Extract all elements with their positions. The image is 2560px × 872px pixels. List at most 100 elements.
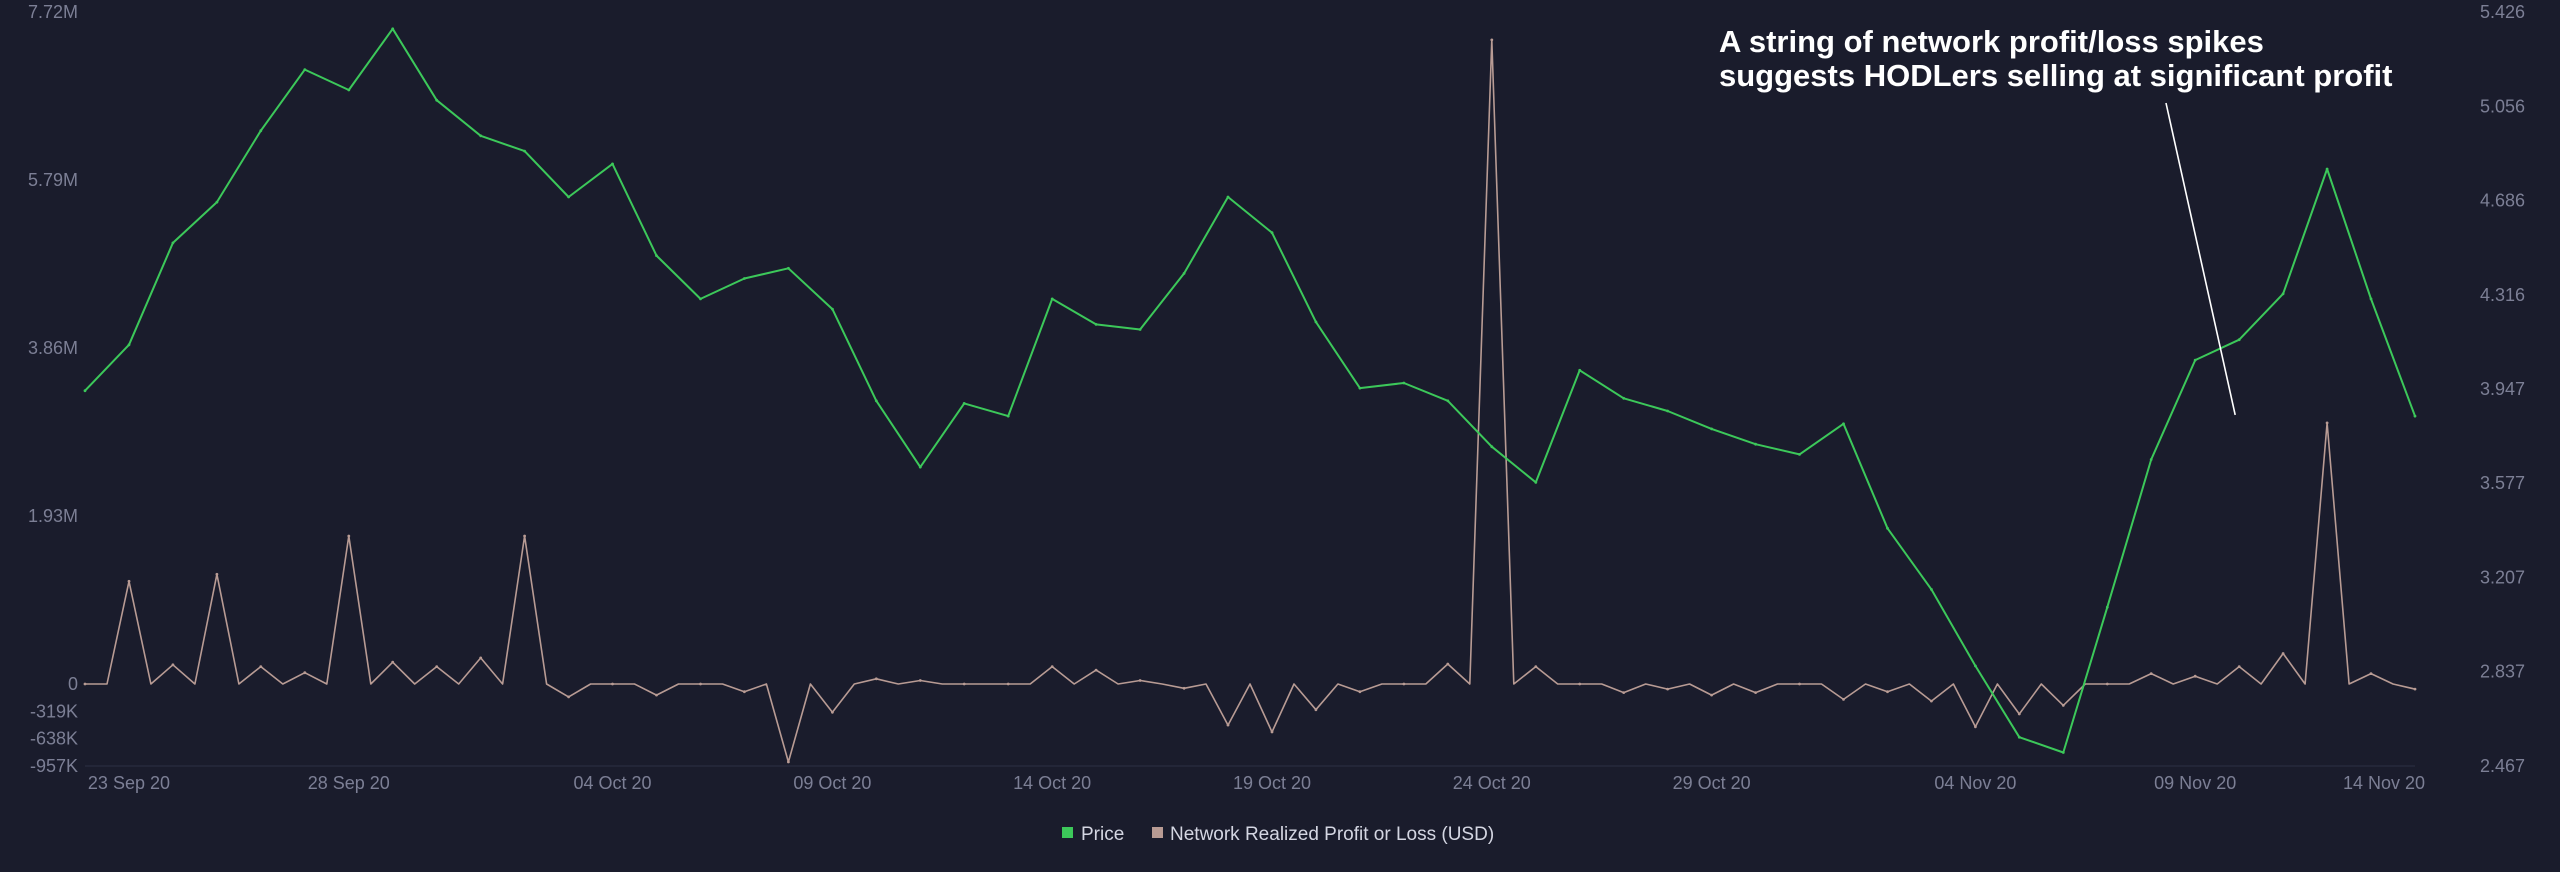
data-point-network-realized-profit-or-loss-usd xyxy=(127,579,131,583)
data-point-network-realized-profit-or-loss-usd xyxy=(1490,38,1494,42)
x-tick-label: 28 Sep 20 xyxy=(308,773,390,793)
data-point-network-realized-profit-or-loss-usd xyxy=(1182,686,1186,690)
y-right-tick-label: 5.426 xyxy=(2480,2,2525,22)
data-point-price xyxy=(215,200,219,204)
data-point-price xyxy=(1842,422,1845,426)
series-layer xyxy=(83,27,2417,764)
data-point-price xyxy=(874,399,878,403)
data-point-network-realized-profit-or-loss-usd xyxy=(171,663,175,667)
data-point-network-realized-profit-or-loss-usd xyxy=(479,656,483,660)
data-point-price xyxy=(2193,358,2197,362)
right-axis: 5.426 5.056 4.686 4.316 3.947 3.577 3.207 2.837… xyxy=(2480,2,2525,776)
data-point-network-realized-profit-or-loss-usd xyxy=(2369,672,2373,675)
y-left-tick-label: 0 xyxy=(68,674,78,694)
data-point-network-realized-profit-or-loss-usd xyxy=(1094,668,1098,672)
annotation-pointer-line xyxy=(2165,102,2236,416)
data-point-price xyxy=(831,307,834,311)
y-right-tick-label: 4.686 xyxy=(2480,191,2525,211)
data-point-price xyxy=(1402,381,1406,385)
y-left-tick-label: -319K xyxy=(30,701,78,721)
data-point-network-realized-profit-or-loss-usd xyxy=(1446,662,1450,666)
y-right-tick-label: 3.947 xyxy=(2480,379,2525,399)
legend-item-price[interactable]: Price xyxy=(1062,824,1124,845)
x-tick-label: 23 Sep 20 xyxy=(88,773,170,793)
data-point-network-realized-profit-or-loss-usd xyxy=(83,682,87,686)
data-point-network-realized-profit-or-loss-usd xyxy=(1754,691,1757,694)
data-point-network-realized-profit-or-loss-usd xyxy=(1006,682,1010,686)
y-right-tick-label: 3.207 xyxy=(2480,567,2525,587)
data-point-price xyxy=(171,241,175,245)
y-left-tick-label: -957K xyxy=(30,756,78,776)
x-tick-label: 09 Nov 20 xyxy=(2154,773,2236,793)
data-point-price xyxy=(1050,297,1054,301)
data-point-price xyxy=(127,343,131,347)
legend: Price Network Realized Profit or Loss (U… xyxy=(1062,824,1494,845)
data-point-price xyxy=(1534,481,1538,484)
data-point-price xyxy=(83,389,87,393)
data-point-price xyxy=(1006,414,1010,418)
data-point-network-realized-profit-or-loss-usd xyxy=(2149,672,2153,675)
data-point-price xyxy=(2017,735,2021,739)
data-point-price xyxy=(743,277,746,280)
y-right-tick-label: 2.837 xyxy=(2480,662,2525,682)
data-point-network-realized-profit-or-loss-usd xyxy=(347,534,351,538)
data-point-network-realized-profit-or-loss-usd xyxy=(435,665,439,668)
data-point-network-realized-profit-or-loss-usd xyxy=(918,679,922,682)
data-point-network-realized-profit-or-loss-usd xyxy=(2325,421,2329,425)
data-point-network-realized-profit-or-loss-usd xyxy=(1138,679,1142,682)
data-point-price xyxy=(2149,458,2153,461)
data-point-network-realized-profit-or-loss-usd xyxy=(962,682,966,686)
legend-item-network-realized-profit-loss[interactable]: Network Realized Profit or Loss (USD) xyxy=(1152,824,1494,845)
annotation: A string of network profit/loss spikes s… xyxy=(1719,24,2393,416)
x-tick-label: 09 Oct 20 xyxy=(793,773,871,793)
data-point-price xyxy=(1314,320,1318,324)
data-point-price xyxy=(1270,231,1274,235)
data-point-price xyxy=(2281,292,2285,296)
y-left-tick-label: 3.86M xyxy=(28,338,78,358)
data-point-network-realized-profit-or-loss-usd xyxy=(391,660,395,664)
data-point-network-realized-profit-or-loss-usd xyxy=(1886,690,1889,694)
data-point-network-realized-profit-or-loss-usd xyxy=(1666,687,1669,691)
data-point-network-realized-profit-or-loss-usd xyxy=(1270,730,1274,734)
series-line-price xyxy=(84,27,2416,754)
y-left-tick-label: -638K xyxy=(30,729,78,749)
x-axis: 23 Sep 20 28 Sep 20 04 Oct 20 09 Oct 20 14 O… xyxy=(85,765,2425,793)
data-point-price xyxy=(787,266,790,270)
data-point-price xyxy=(1974,664,1977,668)
data-point-price xyxy=(1182,272,1186,275)
data-point-price xyxy=(1138,328,1142,331)
data-point-price xyxy=(2061,751,2065,754)
x-tick-label: 29 Oct 20 xyxy=(1673,773,1751,793)
data-point-price xyxy=(699,297,702,301)
data-point-network-realized-profit-or-loss-usd xyxy=(2061,704,2065,707)
data-point-network-realized-profit-or-loss-usd xyxy=(2105,682,2109,686)
data-point-price xyxy=(2237,338,2241,342)
data-point-price xyxy=(2105,605,2109,609)
data-point-network-realized-profit-or-loss-usd xyxy=(2193,674,2197,678)
data-point-price xyxy=(1930,588,1933,591)
data-point-network-realized-profit-or-loss-usd xyxy=(567,695,570,699)
data-point-network-realized-profit-or-loss-usd xyxy=(1534,665,1538,668)
legend-swatch-network-realized-profit-loss xyxy=(1152,827,1163,838)
data-point-price xyxy=(479,134,483,138)
data-point-price xyxy=(1622,396,1626,400)
data-point-network-realized-profit-or-loss-usd xyxy=(1974,725,1977,729)
data-point-network-realized-profit-or-loss-usd xyxy=(1842,698,1845,701)
data-point-network-realized-profit-or-loss-usd xyxy=(523,534,526,538)
data-point-price xyxy=(1710,427,1713,431)
data-point-network-realized-profit-or-loss-usd xyxy=(1358,690,1362,694)
data-point-network-realized-profit-or-loss-usd xyxy=(1578,682,1582,686)
data-point-network-realized-profit-or-loss-usd xyxy=(1226,723,1230,727)
data-point-price xyxy=(347,88,351,92)
data-point-network-realized-profit-or-loss-usd xyxy=(259,665,263,668)
data-point-network-realized-profit-or-loss-usd xyxy=(699,682,702,686)
data-point-network-realized-profit-or-loss-usd xyxy=(743,690,746,694)
data-point-network-realized-profit-or-loss-usd xyxy=(655,693,658,697)
data-point-price xyxy=(1446,399,1450,403)
data-point-price xyxy=(1578,368,1582,372)
data-point-price xyxy=(1226,195,1230,199)
data-point-price xyxy=(1490,445,1494,449)
data-point-network-realized-profit-or-loss-usd xyxy=(2281,652,2285,655)
